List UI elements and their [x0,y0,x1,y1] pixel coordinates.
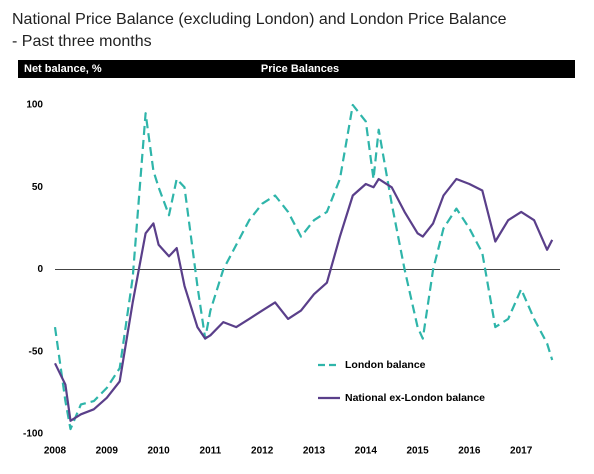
y-tick-label: 0 [37,264,43,275]
x-tick-label: 2010 [147,446,170,457]
y-tick-label: 50 [32,182,44,193]
legend-label: National ex-London balance [345,392,485,404]
panel-title: Price Balances [261,63,339,75]
x-tick-label: 2013 [303,446,326,457]
line-series [53,103,554,431]
x-tick-label: 2014 [355,446,378,457]
line-series [54,177,554,422]
x-tick-label: 2009 [96,446,119,457]
x-tick-label: 2017 [510,446,533,457]
header-bar [18,60,575,78]
chart-title: National Price Balance (excluding London… [12,11,507,28]
y-axis-label: Net balance, % [24,63,102,75]
x-tick-label: 2011 [200,446,222,457]
x-tick-label: 2015 [406,446,429,457]
y-tick-label: 100 [26,100,43,111]
x-tick-label: 2008 [44,446,67,457]
x-tick-label: 2012 [251,446,274,457]
chart-subtitle: - Past three months [12,33,152,50]
legend-label: London balance [345,359,426,371]
y-tick-label: -50 [29,346,44,357]
x-tick-label: 2016 [458,446,481,457]
y-tick-label: -100 [23,429,43,440]
